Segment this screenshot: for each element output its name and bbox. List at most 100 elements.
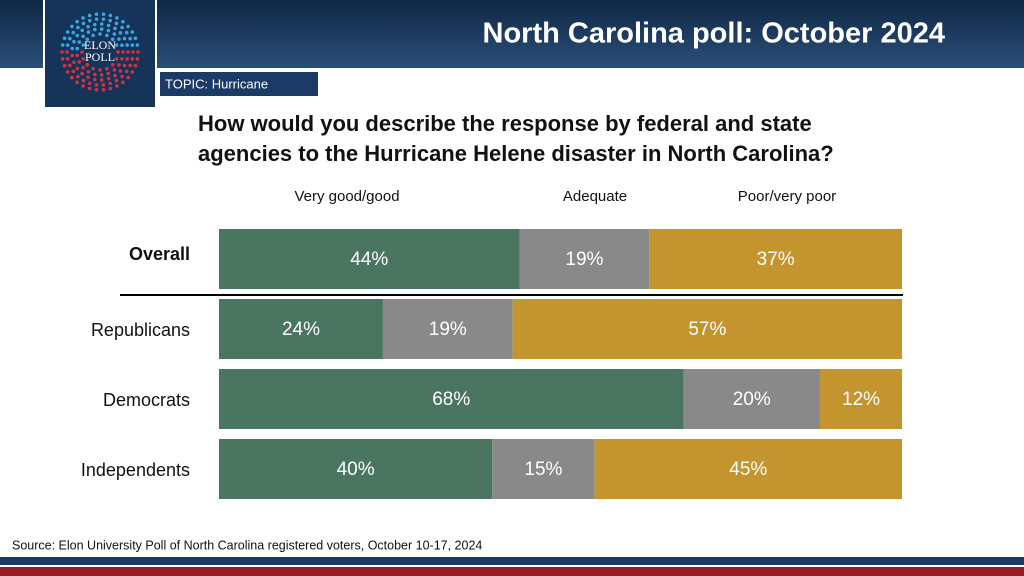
logo-dot (118, 69, 123, 73)
logo-dot (128, 63, 132, 68)
footer-stripe (0, 567, 1024, 576)
chart-title: agencies to the Hurricane Helene disaste… (198, 141, 834, 166)
logo-dot (93, 72, 97, 77)
logo-dot (106, 71, 111, 76)
footer-stripe (0, 557, 1024, 565)
bar-segment (820, 369, 902, 429)
logo-dot (75, 80, 79, 85)
logo-dot (91, 66, 95, 71)
logo-dot (98, 68, 102, 72)
logo-dot (93, 27, 97, 32)
logo-dot (86, 70, 91, 74)
logo-dot (126, 50, 130, 54)
logo-dot (120, 74, 124, 79)
logo-dot (99, 22, 104, 26)
topic: TOPIC: Hurricane (165, 76, 268, 91)
logo-dot (70, 46, 75, 51)
logo-dot (130, 70, 135, 74)
logo-dot (126, 75, 130, 80)
value-label: 20% (733, 389, 771, 410)
logo-dot (94, 17, 99, 21)
logo-dot (122, 36, 127, 41)
logo-dot (114, 21, 119, 26)
logo-dot (108, 81, 112, 86)
logo-dot (110, 62, 115, 67)
value-label: 15% (524, 459, 562, 480)
logo-dot (130, 43, 135, 47)
logo-dot (60, 50, 64, 54)
logo-dot (120, 43, 124, 48)
logo-dot (128, 36, 132, 41)
logo-dot (114, 78, 119, 83)
logo-dot (135, 43, 140, 47)
source: Source: Elon University Poll of North Ca… (12, 538, 482, 552)
logo-dot (105, 66, 109, 71)
logo-dot (120, 56, 124, 61)
logo-dot (75, 19, 79, 24)
logo-dot (85, 62, 90, 67)
logo-dot (108, 86, 113, 91)
logo-dot (62, 36, 67, 41)
logo-dot (80, 28, 84, 33)
logo-dot (112, 32, 117, 36)
value-label: 12% (842, 389, 880, 410)
logo-dot (65, 57, 70, 61)
bar-segment (649, 229, 902, 289)
logo-dot (135, 57, 140, 61)
logo-dot (115, 84, 119, 88)
value-label: 19% (429, 319, 467, 340)
logo-dot (81, 78, 86, 83)
logo-text: ELON (84, 38, 116, 52)
logo-dot (121, 80, 125, 85)
logo-dot (60, 57, 65, 61)
logo-dot (80, 50, 84, 54)
bar-segment (219, 229, 520, 289)
logo-dot (75, 46, 80, 51)
logo-dot (65, 43, 70, 47)
category-label: Republicans (91, 320, 190, 340)
logo-dot (101, 88, 106, 92)
logo-dot (108, 18, 112, 23)
bar-segment (519, 229, 650, 289)
logo-dot (88, 81, 92, 86)
bar-segment (683, 369, 821, 429)
logo-dot (77, 40, 82, 44)
logo-dot (101, 83, 106, 87)
logo-dot (130, 57, 135, 61)
logo-dot (62, 63, 67, 68)
logo-dot (94, 88, 99, 92)
bar-segment (594, 439, 902, 499)
bar-segment (219, 299, 383, 359)
logo-dot (125, 43, 129, 47)
value-label: 45% (729, 459, 767, 480)
logo-dot (86, 75, 90, 80)
logo-dot (121, 50, 125, 54)
logo-dot (76, 25, 80, 30)
legend-label: Adequate (563, 188, 627, 205)
logo-dot (94, 12, 99, 16)
value-label: 24% (282, 319, 320, 340)
logo-dot (117, 63, 121, 67)
logo-dot (99, 27, 104, 31)
logo-dot (131, 50, 135, 54)
logo-dot (81, 21, 86, 26)
logo-dot (81, 57, 86, 61)
logo-dot (118, 31, 123, 35)
logo-dot (81, 16, 85, 20)
logo-dot (86, 30, 91, 34)
logo-dot (115, 16, 119, 20)
logo-dot (120, 25, 124, 30)
logo-dot (133, 63, 138, 68)
value-label: 40% (337, 459, 375, 480)
logo-dot (70, 53, 75, 58)
legend-label: Very good/good (294, 188, 399, 205)
logo-dot (86, 24, 90, 29)
logo-dot (71, 30, 76, 35)
logo-dot (101, 12, 106, 16)
logo-dot (75, 53, 80, 58)
value-label: 68% (432, 389, 470, 410)
value-label: 44% (350, 249, 388, 270)
logo-dot (116, 50, 120, 54)
logo-dot (106, 23, 111, 28)
